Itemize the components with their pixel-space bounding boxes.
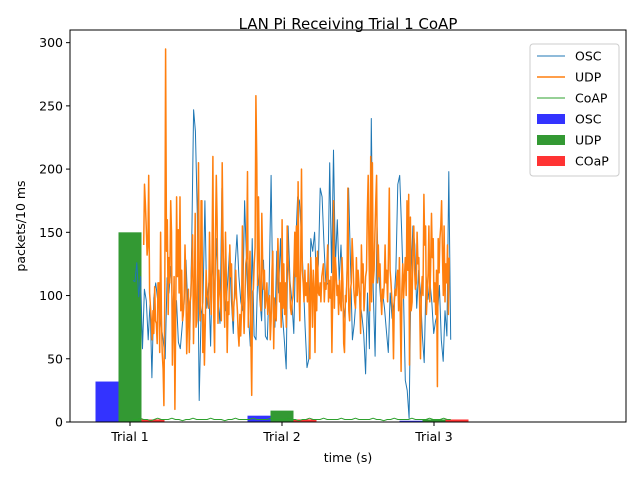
legend-label: UDP (575, 133, 602, 148)
legend-swatch-bar (537, 156, 565, 166)
bar-udp-3 (422, 419, 446, 422)
y-axis-label: packets/10 ms (13, 180, 28, 271)
x-tick-label: Trial 2 (262, 429, 300, 444)
plot-area (95, 48, 469, 422)
bar-osc-2 (247, 415, 271, 422)
legend-label: CoAP (575, 91, 608, 106)
chart-title: LAN Pi Receiving Trial 1 CoAP (239, 15, 458, 33)
x-axis-label: time (s) (324, 450, 372, 465)
bar-coap-1 (141, 419, 165, 422)
y-tick-label: 250 (39, 98, 63, 113)
bar-coap-2 (293, 419, 317, 422)
legend: OSC UDP CoAP OSC UDP COaP (529, 43, 620, 177)
bar-coap-3 (445, 419, 469, 422)
legend-label: UDP (575, 70, 602, 85)
y-tick-label: 300 (39, 35, 63, 50)
y-tick-label: 50 (47, 351, 63, 366)
plot-frame (69, 29, 627, 423)
bar-osc-1 (95, 381, 119, 422)
bar-udp-1 (118, 232, 142, 422)
legend-label: OSC (575, 49, 602, 64)
x-tick-label: Trial 3 (414, 429, 452, 444)
y-tick-label: 100 (39, 288, 63, 303)
legend-label: COaP (575, 154, 609, 169)
line-udp (142, 48, 450, 411)
legend-swatch-bar (537, 135, 565, 145)
legend-swatch-bar (537, 114, 565, 124)
x-axis: Trial 1 Trial 2 Trial 3 (110, 422, 453, 444)
y-tick-label: 150 (39, 225, 63, 240)
bar-udp-2 (270, 410, 294, 422)
legend-label: OSC (575, 112, 602, 127)
y-axis: 0 50 100 150 200 250 300 (39, 35, 70, 430)
x-tick-label: Trial 1 (110, 429, 148, 444)
y-tick-label: 0 (55, 415, 63, 430)
bar-osc-3 (399, 420, 423, 422)
line-coap (133, 417, 451, 422)
y-tick-label: 200 (39, 162, 63, 177)
